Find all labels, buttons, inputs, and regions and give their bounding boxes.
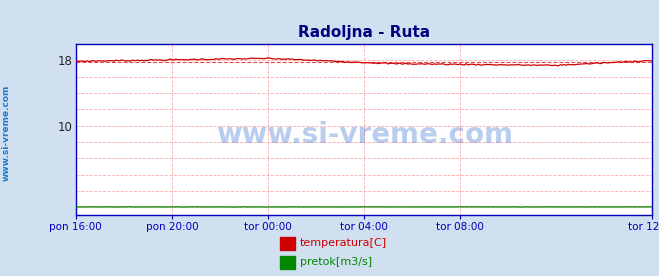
Text: temperatura[C]: temperatura[C]: [300, 238, 387, 248]
Text: www.si-vreme.com: www.si-vreme.com: [215, 121, 513, 149]
Text: www.si-vreme.com: www.si-vreme.com: [2, 84, 11, 181]
Text: pretok[m3/s]: pretok[m3/s]: [300, 257, 372, 267]
Title: Radoljna - Ruta: Radoljna - Ruta: [298, 25, 430, 40]
